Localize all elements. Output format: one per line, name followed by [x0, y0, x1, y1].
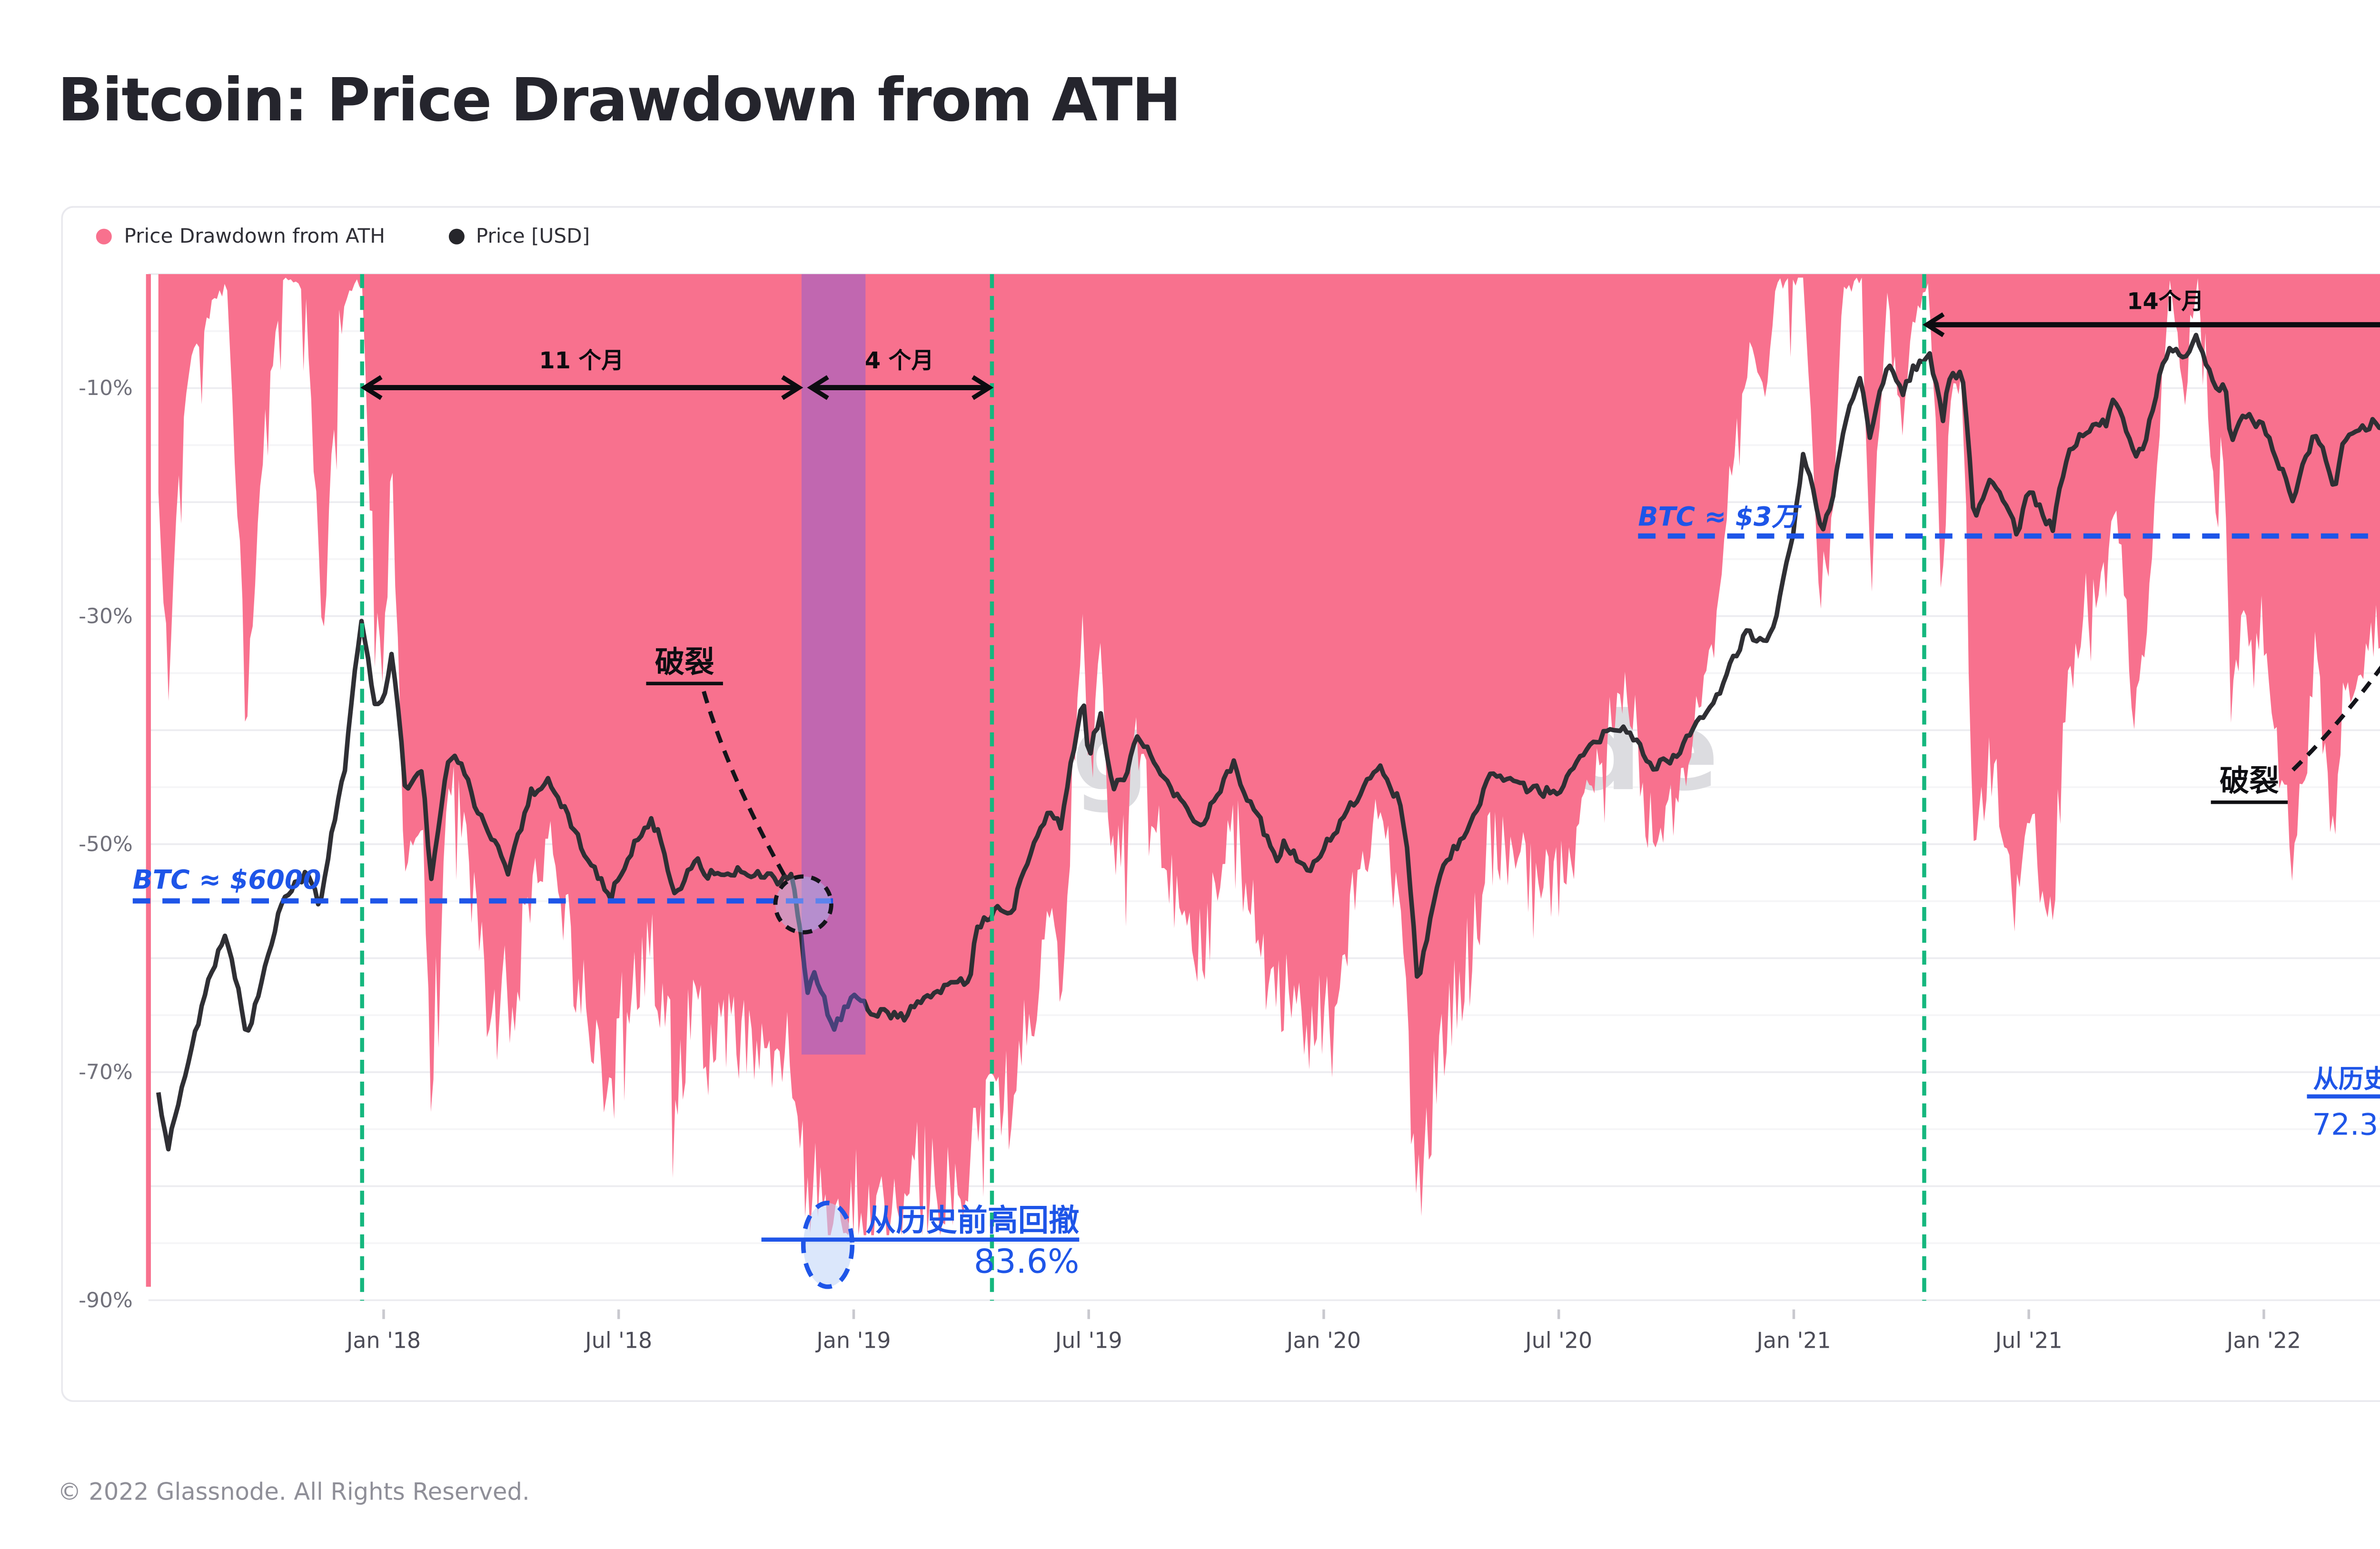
legend-label-price: Price [USD]: [476, 223, 590, 248]
x-tick-label: Jan '21: [1755, 1327, 1831, 1353]
x-tick-label: Jul '19: [1054, 1327, 1122, 1353]
y-left-tick-label: -70%: [79, 1060, 133, 1085]
left-edge-bar: [146, 274, 151, 1287]
focus-circle: [773, 874, 833, 935]
break-label: 破裂: [2220, 763, 2279, 798]
arrow-head-right-icon: [781, 375, 803, 400]
price-level-label: BTC ≈ $6000: [133, 864, 321, 895]
y-left-tick-label: -30%: [79, 604, 133, 628]
x-tick-label: Jan '22: [2225, 1327, 2301, 1353]
drawdown-callout-value: 72.3%: [2312, 1107, 2380, 1142]
drawdown-callout-label: 从历史前高回撤: [2313, 1065, 2380, 1094]
legend-item-price[interactable]: Price [USD]: [448, 224, 590, 248]
duration-label: 14个月: [2127, 288, 2204, 315]
legend-label-drawdown: Price Drawdown from ATH: [124, 223, 385, 248]
break-connector: [702, 691, 788, 879]
y-left-tick-label: -50%: [79, 832, 133, 857]
x-tick-label: Jan '18: [345, 1327, 421, 1353]
legend-dot-pink-icon: [96, 227, 112, 244]
y-left-tick-label: -10%: [79, 376, 133, 400]
break-label: 破裂: [655, 644, 714, 679]
price-line: [156, 333, 2380, 1152]
break-connector: [2291, 665, 2380, 772]
legend-item-drawdown[interactable]: Price Drawdown from ATH: [96, 224, 385, 248]
x-tick-label: Jan '20: [1285, 1327, 1361, 1353]
arrow-head-left-icon: [1923, 312, 1945, 337]
drawdown-callout-label: 从历史前高回撤: [865, 1203, 1079, 1239]
x-tick-label: Jul '20: [1524, 1327, 1592, 1353]
duration-label: 4 个月: [865, 348, 934, 374]
drawdown-ellipse: [801, 1201, 855, 1289]
chart-legend: Price Drawdown from ATH Price [USD]: [96, 224, 653, 248]
x-tick-label: Jul '18: [584, 1327, 652, 1353]
copyright-text: © 2022 Glassnode. All Rights Reserved.: [58, 1479, 530, 1507]
x-tick-label: Jul '21: [1994, 1327, 2063, 1353]
x-tick-label: Jan '19: [815, 1327, 891, 1353]
page-title: Bitcoin: Price Drawdown from ATH: [58, 66, 1181, 137]
arrow-head-left-icon: [360, 375, 383, 400]
y-left-tick-label: -90%: [79, 1288, 133, 1312]
drawdown-callout-value: 83.6%: [974, 1243, 1079, 1281]
arrow-head-left-icon: [807, 375, 829, 400]
duration-label: 11 个月: [539, 348, 624, 374]
drawdown-area: [158, 274, 2380, 1235]
arrow-head-right-icon: [972, 375, 994, 400]
price-level-label: BTC ≈ $3万: [1638, 501, 1802, 532]
highlight-band: [801, 274, 866, 1055]
